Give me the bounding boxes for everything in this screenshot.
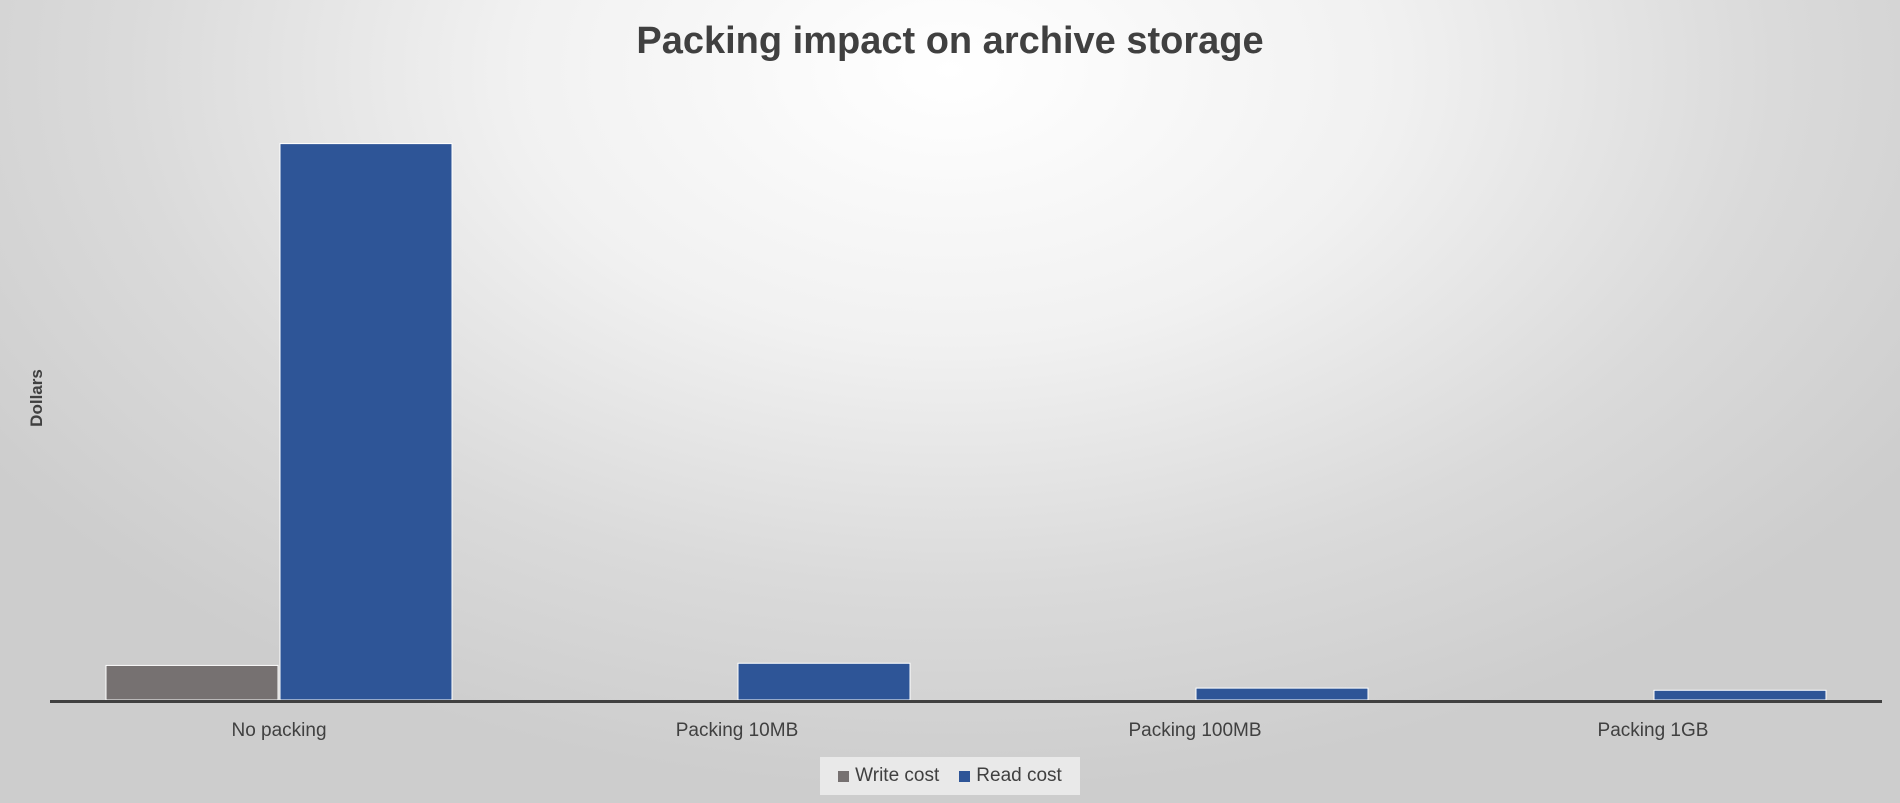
legend-swatch-read-cost bbox=[959, 770, 971, 782]
bars-layer bbox=[105, 143, 1827, 701]
bar-read-cost-packing-10mb bbox=[737, 662, 911, 701]
x-tick-label-packing-10mb: Packing 10MB bbox=[676, 720, 799, 741]
legend-item-write-cost: Write cost bbox=[838, 765, 939, 787]
legend-item-read-cost: Read cost bbox=[959, 765, 1062, 787]
x-tick-label-packing-100mb: Packing 100MB bbox=[1128, 720, 1261, 741]
legend-label-read-cost: Read cost bbox=[976, 765, 1062, 786]
y-axis-label: Dollars bbox=[27, 369, 46, 427]
bar-read-cost-packing-100mb bbox=[1195, 687, 1369, 701]
legend-swatch-write-cost bbox=[838, 770, 850, 782]
legend-label-write-cost: Write cost bbox=[855, 765, 940, 786]
x-tick-label-no-packing: No packing bbox=[231, 720, 326, 741]
bar-read-cost-no-packing bbox=[279, 143, 453, 701]
chart-title: Packing impact on archive storage bbox=[636, 20, 1263, 62]
x-tick-labels: No packing Packing 10MB Packing 100MB Packi… bbox=[231, 720, 1708, 741]
x-tick-label-packing-1gb: Packing 1GB bbox=[1598, 720, 1709, 741]
legend: Write cost Read cost bbox=[820, 757, 1080, 795]
bar-write-cost-no-packing bbox=[105, 664, 279, 701]
bar-read-cost-packing-1gb bbox=[1653, 689, 1827, 701]
